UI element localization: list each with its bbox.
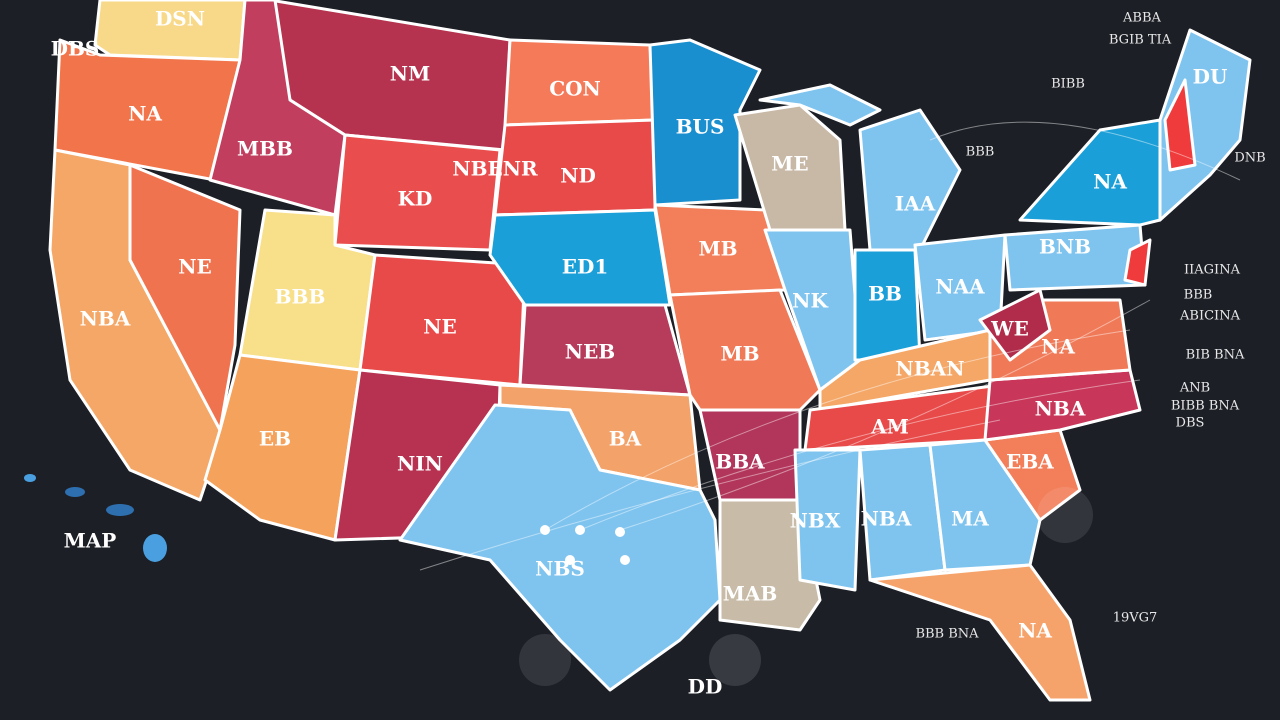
state-label: NA [1018, 619, 1052, 643]
labels: DSN DBS NA NM CON BUS MBB ND NBENR KD ME IAA ED1 NE MB… [51, 7, 1266, 699]
annotation: ANB [1179, 381, 1210, 396]
state [733, 103, 847, 232]
annotation: DBS [1176, 416, 1205, 431]
arc [619, 299, 1151, 531]
state-label: DD [688, 675, 723, 699]
annotation: IIAGINA [1184, 263, 1241, 278]
node [620, 555, 630, 565]
state-label: DSN [155, 7, 205, 31]
state [718, 498, 822, 632]
arc [929, 121, 1241, 181]
state-label: BUS [676, 115, 725, 139]
state [1123, 238, 1152, 287]
state [858, 108, 962, 252]
state-label: BBB [275, 285, 326, 309]
state-label: EB [259, 427, 291, 451]
island [143, 534, 167, 562]
state-label: NEB [565, 340, 615, 364]
state-label: NBENR [452, 157, 538, 181]
state [1163, 78, 1197, 172]
annotation: 19VG7 [1113, 611, 1158, 626]
annotation: ABBA [1122, 11, 1161, 26]
glow [1037, 487, 1093, 543]
state-label: NK [792, 289, 828, 313]
state-label: NBX [790, 509, 841, 533]
annotation: BGIB TIA [1109, 33, 1172, 48]
states [24, 0, 1252, 702]
state-label: NE [178, 255, 212, 279]
state-label: NA [128, 102, 162, 126]
state-label: KD [398, 187, 433, 211]
state [1158, 28, 1252, 222]
state-label: BBA [715, 450, 765, 474]
annotation: BIBB [1051, 77, 1085, 92]
state-label: BA [609, 427, 642, 451]
connections [419, 121, 1241, 686]
node [540, 525, 550, 535]
state-label: ME [771, 152, 808, 176]
arc [579, 379, 1141, 531]
state-label: WE [990, 317, 1029, 341]
state [928, 438, 1042, 572]
annotation: BBB [966, 145, 995, 160]
state-label: DBS [51, 37, 100, 61]
state-label: NM [390, 62, 430, 86]
glow [519, 634, 571, 686]
state-label: NA [1041, 335, 1075, 359]
state [758, 83, 882, 127]
node [565, 555, 575, 565]
state-label: MA [951, 507, 989, 531]
state-label: MBB [237, 137, 293, 161]
state-label: EBA [1006, 450, 1054, 474]
arc [419, 419, 1001, 571]
node [575, 525, 585, 535]
state [868, 563, 1092, 702]
state [128, 163, 242, 432]
state-label: NIN [397, 452, 443, 476]
state-label: NA [1093, 170, 1127, 194]
island [65, 487, 85, 497]
state-label: AM [870, 415, 909, 439]
annotation: ABICINA [1179, 309, 1241, 324]
state-label: MB [698, 237, 737, 261]
state [978, 288, 1052, 362]
state-label: CON [549, 77, 601, 101]
annotation: BIB BNA [1186, 348, 1245, 363]
annotation: DNB [1234, 151, 1265, 166]
state [793, 448, 862, 592]
state-label: NBA [861, 507, 912, 531]
annotation: BIBB BNA [1171, 399, 1240, 414]
annotation: BBB [1184, 288, 1213, 303]
state-label: MAP [64, 529, 117, 553]
state-label: BB [868, 282, 902, 306]
state-label: MAB [723, 582, 778, 606]
annotation: BBB BNA [915, 627, 979, 642]
state-label: NBA [80, 307, 131, 331]
island [106, 504, 134, 516]
state [398, 403, 722, 692]
state-label: ND [560, 164, 596, 188]
state-label: IAA [895, 192, 936, 216]
state-label: NE [423, 315, 457, 339]
arc [544, 329, 1131, 531]
island [24, 474, 36, 482]
state-label: DU [1193, 65, 1228, 89]
node [615, 527, 625, 537]
state-label: BNB [1039, 235, 1091, 259]
state-label: ED1 [562, 255, 609, 279]
state-label: NBAN [896, 357, 965, 381]
state-label: NAA [935, 275, 985, 299]
state-label: NBS [535, 557, 585, 581]
glow [709, 634, 761, 686]
state-label: NBA [1035, 397, 1086, 421]
state-label: MB [720, 342, 759, 366]
